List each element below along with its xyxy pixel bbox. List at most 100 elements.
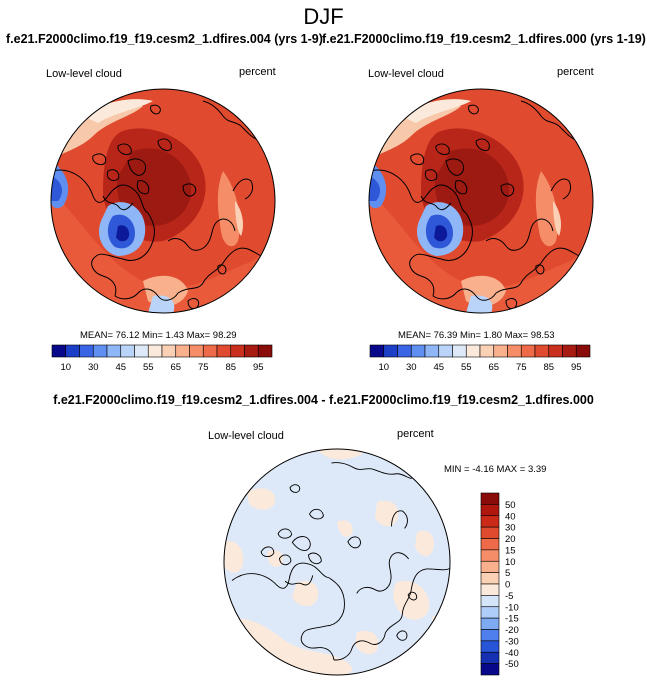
panel-right-colorbar-box xyxy=(507,344,522,358)
panel-right-colorbar-label: 10 xyxy=(378,362,389,373)
panel-left-colorbar-box xyxy=(147,344,163,358)
panel-left-colorbar-label: 10 xyxy=(60,362,71,373)
diff-colorbar-label: 50 xyxy=(505,500,516,511)
panel-right-colorbar-label: 45 xyxy=(433,362,444,373)
diff-colorbar-box xyxy=(480,595,500,608)
panel-left-field xyxy=(51,89,275,313)
panel-right-colorbar-box xyxy=(438,344,453,358)
diff-colorbar-label: 15 xyxy=(505,545,516,556)
panel-right-variable: Low-level cloud xyxy=(368,68,444,80)
panel-left-colorbar-label: 75 xyxy=(198,362,209,373)
panel-left-map-border xyxy=(50,88,276,314)
diff-colorbar-box xyxy=(480,572,500,585)
panel-right-colorbar-label: 85 xyxy=(543,362,554,373)
panel-left-colorbar-box xyxy=(216,344,232,358)
panel-right-stats: MEAN= 76.39 Min= 1.80 Max= 98.53 xyxy=(398,330,555,341)
panel-left-colorbar-box xyxy=(202,344,218,358)
diff-colorbar-box xyxy=(480,560,500,573)
diff-colorbar-label: 5 xyxy=(505,568,510,579)
diff-colorbar-label: -5 xyxy=(505,591,513,602)
panel-right-colorbar-box xyxy=(424,344,440,358)
diff-colorbar-box xyxy=(480,504,500,517)
diff-colorbar-box xyxy=(480,640,500,653)
panel-left-run-title: f.e21.F2000climo.f19_f19.cesm2_1.dfires.… xyxy=(6,32,323,46)
diff-colorbar-box xyxy=(480,492,500,505)
panel-left-colorbar-label: 85 xyxy=(225,362,236,373)
panel-right-colorbar-box xyxy=(520,344,536,358)
diff-colorbar-label: 40 xyxy=(505,511,516,522)
diff-variable: Low-level cloud xyxy=(208,430,284,442)
panel-left-map xyxy=(50,88,276,314)
diff-colorbar-box xyxy=(480,583,500,596)
panel-right-units: percent xyxy=(557,66,594,78)
panel-right-colorbar-box xyxy=(383,344,398,358)
diff-colorbar-box xyxy=(480,526,500,539)
panel-right-run-title: f.e21.F2000climo.f19_f19.cesm2_1.dfires.… xyxy=(322,32,646,46)
panel-left-colorbar-label: 30 xyxy=(88,362,99,373)
diff-colorbar-box xyxy=(480,549,500,562)
diff-colorbar-box xyxy=(480,538,500,551)
panel-left-colorbar-box xyxy=(120,344,135,358)
panel-right-colorbar-label: 30 xyxy=(406,362,417,373)
panel-right-colorbar-label: 65 xyxy=(488,362,499,373)
panel-left-colorbar-box xyxy=(257,344,273,358)
panel-left-colorbar-box xyxy=(161,344,177,358)
panel-right-colorbar: 10 30 45 55 65 75 85 95 xyxy=(369,344,591,373)
panel-right-colorbar-box xyxy=(493,344,508,358)
panel-right-map-border xyxy=(368,88,594,314)
diff-title: f.e21.F2000climo.f19_f19.cesm2_1.dfires.… xyxy=(53,393,594,407)
panel-right-colorbar-label: 95 xyxy=(571,362,582,373)
diff-map xyxy=(223,448,451,676)
panel-right-colorbar-box xyxy=(369,344,385,358)
panel-left-variable: Low-level cloud xyxy=(46,68,122,80)
diff-colorbar-label: -30 xyxy=(505,636,519,647)
panel-left-colorbar-box xyxy=(92,344,108,358)
panel-left-colorbar: 10 30 45 55 65 75 85 95 xyxy=(51,344,273,373)
panel-left-colorbar-box xyxy=(65,344,80,358)
diff-colorbar-label: 30 xyxy=(505,523,516,534)
panel-left-colorbar-label: 55 xyxy=(143,362,154,373)
panel-left-colorbar-box xyxy=(175,344,190,358)
panel-right-colorbar-box xyxy=(548,344,563,358)
diff-colorbar-box xyxy=(480,617,500,630)
diff-colorbar-box xyxy=(480,515,500,528)
diff-colorbar-label: 0 xyxy=(505,580,510,591)
diff-units: percent xyxy=(397,428,434,440)
diff-map-border xyxy=(223,448,451,676)
panel-right-field xyxy=(369,89,593,313)
diff-colorbar-label: -15 xyxy=(505,614,519,625)
panel-right-map xyxy=(368,88,594,314)
diff-colorbar-label: -20 xyxy=(505,625,519,636)
panel-left-colorbar-box xyxy=(230,344,245,358)
panel-right-colorbar-box xyxy=(575,344,591,358)
diff-colorbar-box xyxy=(480,651,500,664)
diff-colorbar-label: 10 xyxy=(505,557,516,568)
panel-left-colorbar-label: 65 xyxy=(170,362,181,373)
diff-colorbar-label: -50 xyxy=(505,659,519,670)
panel-left-colorbar-box xyxy=(189,344,204,358)
panel-left-colorbar-label: 95 xyxy=(253,362,264,373)
panel-right-colorbar-box xyxy=(397,344,412,358)
panel-right-colorbar-label: 55 xyxy=(461,362,472,373)
main-title: DJF xyxy=(303,4,344,29)
diff-colorbar-label: -10 xyxy=(505,602,519,613)
diff-colorbar-box xyxy=(480,606,500,619)
panel-left-colorbar-box xyxy=(51,344,67,358)
panel-left-colorbar-box xyxy=(79,344,94,358)
panel-left-colorbar-box xyxy=(244,344,259,358)
panel-right-colorbar-box xyxy=(410,344,426,358)
diff-colorbar-box xyxy=(480,663,500,676)
panel-left-colorbar-box xyxy=(106,344,122,358)
panel-left-colorbar-box xyxy=(134,344,149,358)
panel-right-colorbar-label: 75 xyxy=(516,362,527,373)
panel-left-colorbar-label: 45 xyxy=(115,362,126,373)
panel-right-colorbar-box xyxy=(562,344,577,358)
diff-colorbar-label: 20 xyxy=(505,534,516,545)
diff-colorbar-label: -40 xyxy=(505,648,519,659)
panel-right-colorbar-box xyxy=(479,344,495,358)
panel-right-colorbar-box xyxy=(465,344,481,358)
diff-stats: MIN = -4.16 MAX = 3.39 xyxy=(444,464,547,475)
diff-field xyxy=(224,449,450,675)
